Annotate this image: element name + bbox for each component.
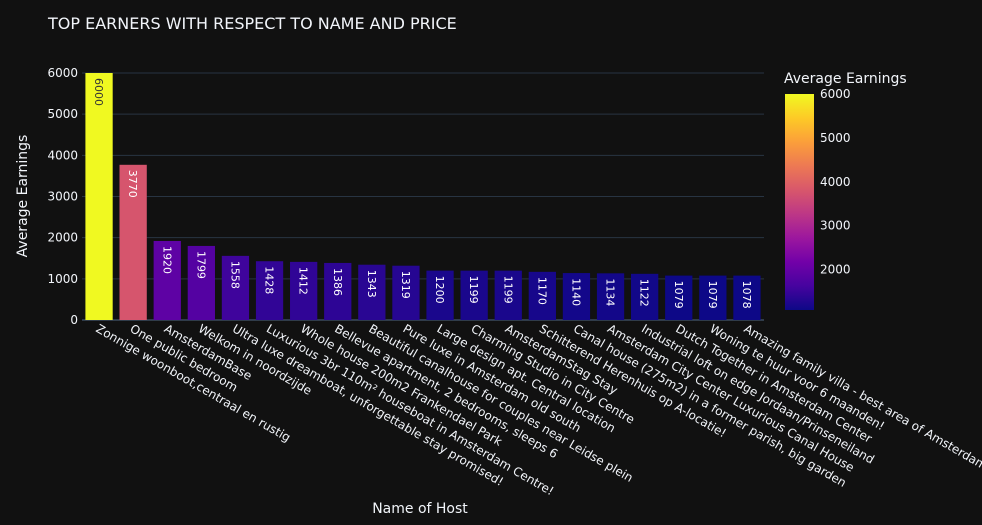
colorbar-tick-label: 5000 bbox=[820, 131, 851, 145]
bar-value-label: 1079 bbox=[672, 281, 685, 309]
bar-value-label: 1799 bbox=[194, 251, 207, 279]
y-tick-label: 0 bbox=[70, 313, 78, 327]
colorbar-tick-label: 2000 bbox=[820, 263, 851, 277]
bar-value-label: 1200 bbox=[433, 276, 446, 304]
bars bbox=[85, 73, 761, 320]
colorbar-title: Average Earnings bbox=[784, 71, 907, 87]
y-tick-label: 6000 bbox=[47, 66, 78, 80]
bar bbox=[119, 164, 147, 320]
chart-title: TOP EARNERS WITH RESPECT TO NAME AND PRI… bbox=[48, 14, 457, 33]
colorbar: Average Earnings 2000 3000 4000 5000 6000 bbox=[784, 71, 907, 310]
bar-value-label: 1079 bbox=[706, 281, 719, 309]
bar-value-label: 1343 bbox=[365, 270, 378, 298]
grid-lines bbox=[82, 72, 764, 321]
y-tick-label: 5000 bbox=[47, 107, 78, 121]
bar bbox=[324, 262, 352, 320]
y-tick-label: 3000 bbox=[47, 190, 78, 204]
bar bbox=[665, 275, 693, 320]
bar-value-label: 1078 bbox=[740, 281, 753, 309]
bar bbox=[596, 273, 625, 320]
bar bbox=[562, 273, 591, 320]
bar-value-label: 1386 bbox=[331, 268, 344, 296]
bar-value-label: 1428 bbox=[263, 266, 276, 294]
bar bbox=[392, 265, 420, 320]
colorbar-tick-label: 6000 bbox=[820, 87, 851, 101]
bar bbox=[221, 255, 250, 320]
y-tick-label: 4000 bbox=[47, 148, 78, 162]
colorbar-ticks: 2000 3000 4000 5000 6000 bbox=[820, 87, 851, 277]
colorbar-tick-label: 4000 bbox=[820, 175, 851, 189]
bar-value-label: 1170 bbox=[535, 277, 548, 305]
colorbar-tick-label: 3000 bbox=[820, 219, 851, 233]
bar bbox=[494, 270, 522, 320]
bar-value-label: 1558 bbox=[228, 261, 241, 289]
colorbar-gradient bbox=[785, 94, 814, 310]
bar bbox=[460, 270, 488, 320]
bar bbox=[153, 240, 181, 320]
bar-value-label: 3770 bbox=[126, 170, 139, 198]
bar-value-label: 1134 bbox=[604, 278, 617, 306]
bar-value-label: 1920 bbox=[160, 246, 173, 274]
bar-value-label: 1199 bbox=[467, 276, 480, 304]
bar bbox=[187, 245, 215, 320]
bar bbox=[528, 271, 556, 320]
bar-value-label: 1122 bbox=[638, 279, 651, 307]
bar-value-label: 1412 bbox=[297, 267, 310, 295]
bar bbox=[631, 273, 659, 320]
bar-value-label: 1140 bbox=[569, 278, 582, 306]
bar bbox=[699, 275, 727, 320]
bar-value-label: 1199 bbox=[501, 276, 514, 304]
bar bbox=[426, 270, 454, 320]
bar-value-labels: 6000 3770 1920 1799 1558 1428 1412 1386 1343 1319… bbox=[92, 78, 753, 309]
bar bbox=[733, 275, 761, 320]
y-tick-label: 1000 bbox=[47, 272, 78, 286]
bar bbox=[255, 261, 284, 320]
bar-value-label: 6000 bbox=[92, 78, 105, 106]
bar bbox=[290, 261, 318, 320]
bar bbox=[358, 264, 386, 320]
y-axis-title: Average Earnings bbox=[15, 135, 31, 258]
y-tick-labels: 0 1000 2000 3000 4000 5000 6000 bbox=[47, 66, 78, 327]
x-axis-title: Name of Host bbox=[372, 501, 468, 517]
bar-value-label: 1319 bbox=[399, 271, 412, 299]
y-tick-label: 2000 bbox=[47, 231, 78, 245]
bar bbox=[85, 73, 113, 320]
